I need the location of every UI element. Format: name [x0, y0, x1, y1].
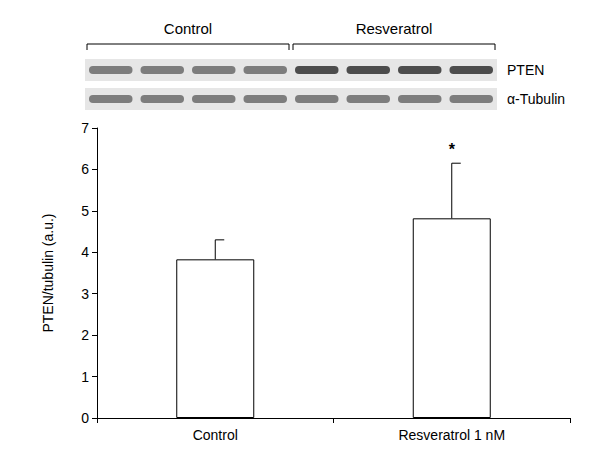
svg-text:6: 6	[81, 161, 89, 177]
svg-text:7: 7	[81, 120, 89, 136]
svg-text:1: 1	[81, 369, 89, 385]
svg-text:5: 5	[81, 203, 89, 219]
svg-text:α-Tubulin: α-Tubulin	[507, 91, 565, 107]
svg-text:3: 3	[81, 286, 89, 302]
svg-text:Control: Control	[164, 20, 212, 37]
svg-text:4: 4	[81, 244, 89, 260]
svg-text:Resveratrol: Resveratrol	[356, 20, 433, 37]
svg-text:0: 0	[81, 410, 89, 426]
svg-text:PTEN: PTEN	[507, 62, 544, 78]
svg-text:Resveratrol 1 nM: Resveratrol 1 nM	[398, 427, 505, 443]
svg-text:*: *	[449, 141, 456, 158]
svg-text:Control: Control	[193, 427, 238, 443]
svg-text:PTEN/tubulin (a.u.): PTEN/tubulin (a.u.)	[40, 213, 56, 332]
svg-text:2: 2	[81, 327, 89, 343]
